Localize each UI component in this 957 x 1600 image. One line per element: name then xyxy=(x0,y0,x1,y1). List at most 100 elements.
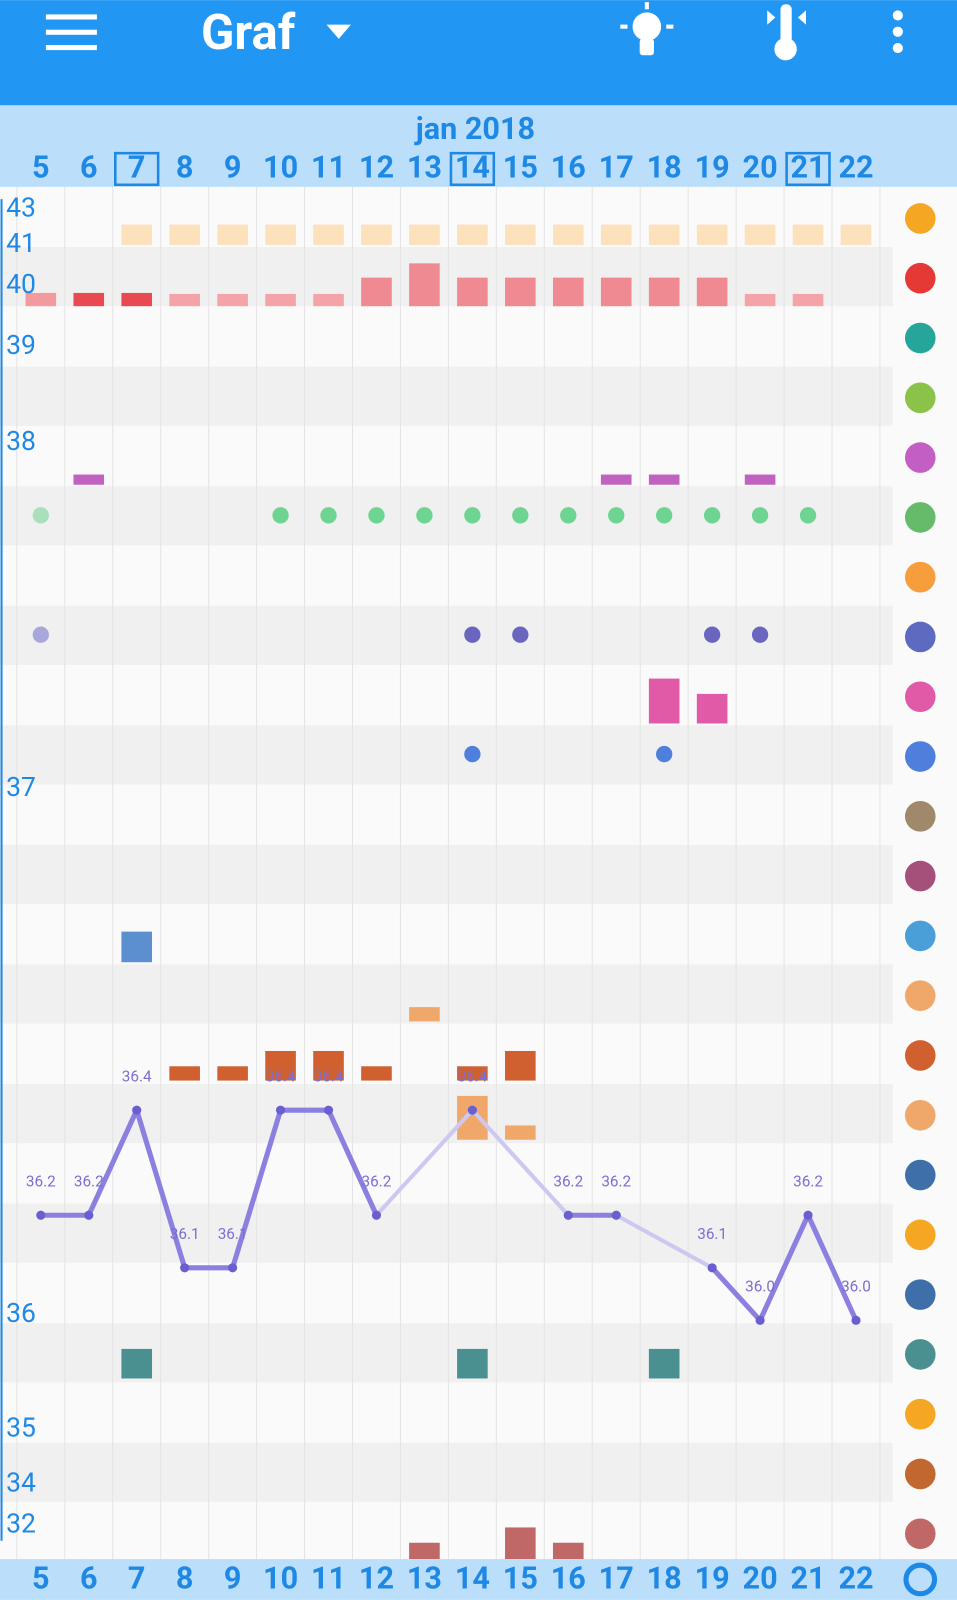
row-stripe xyxy=(0,605,893,665)
temperature-point xyxy=(132,1105,142,1115)
mood-mark xyxy=(512,626,529,643)
temperature-label: 36.2 xyxy=(26,1173,56,1191)
temperature-point xyxy=(371,1210,382,1220)
day-label-bottom: 16 xyxy=(551,1562,586,1597)
cervix-mark xyxy=(169,224,200,245)
pain-mark xyxy=(409,1007,440,1022)
spotting-mark xyxy=(696,277,728,307)
dot-mark xyxy=(416,507,433,524)
overflow-menu[interactable] xyxy=(892,10,903,54)
fluid-mark xyxy=(265,1050,296,1081)
day-label-bottom: 15 xyxy=(503,1562,538,1597)
temperature-label: 36.2 xyxy=(74,1173,104,1191)
category-icon xyxy=(904,980,936,1011)
temperature-label: 36.4 xyxy=(266,1068,296,1086)
category-icon xyxy=(904,920,936,952)
day-label-bottom: 17 xyxy=(599,1562,634,1597)
day-label: 13 xyxy=(407,151,442,186)
category-icon xyxy=(904,860,936,892)
intercourse-mark xyxy=(121,1348,153,1379)
row-stripe xyxy=(0,964,893,1024)
mood-mark xyxy=(703,626,721,643)
category-icon xyxy=(904,1518,936,1550)
test-mark xyxy=(656,745,673,763)
spotting-mark xyxy=(313,293,344,307)
day-label-bottom: 6 xyxy=(80,1562,98,1597)
cervix-mark xyxy=(361,224,392,245)
screen-title[interactable]: Graf xyxy=(201,4,296,61)
fluid-mark xyxy=(505,1050,536,1081)
dot-mark xyxy=(656,507,673,524)
temperature-label: 36.1 xyxy=(218,1225,248,1243)
temperature-point xyxy=(611,1210,621,1220)
spotting-mark xyxy=(457,277,488,307)
note-mark xyxy=(121,931,153,963)
mood-mark xyxy=(464,626,481,643)
y-axis-label: 34 xyxy=(6,1468,36,1499)
y-axis-label: 35 xyxy=(6,1412,36,1443)
y-axis-label: 32 xyxy=(6,1508,36,1539)
cervix-mark xyxy=(457,224,488,245)
love-mark xyxy=(73,474,105,485)
dot-mark xyxy=(751,507,769,524)
dot-mark xyxy=(272,507,289,524)
dot-mark xyxy=(703,507,721,524)
category-icon xyxy=(904,681,936,713)
spotting-mark xyxy=(169,293,200,307)
day-label-bottom: 22 xyxy=(838,1562,873,1597)
spotting-mark xyxy=(600,277,632,307)
y-axis-label: 39 xyxy=(6,330,36,361)
temperature-point xyxy=(180,1263,190,1273)
category-icon xyxy=(904,1099,936,1131)
bleeding-mark xyxy=(73,292,105,307)
y-axis-label: 41 xyxy=(6,228,36,259)
intercourse-mark xyxy=(648,1348,680,1379)
other-mark xyxy=(505,1527,536,1560)
temperature-line xyxy=(40,1107,859,1323)
today-box xyxy=(114,151,160,187)
category-icon xyxy=(904,1398,936,1430)
temperature-label: 36.4 xyxy=(122,1068,152,1086)
day-label: 14 xyxy=(455,151,490,186)
dot-mark xyxy=(368,507,385,524)
fluid-mark xyxy=(313,1050,344,1081)
row-stripe xyxy=(0,486,893,546)
temperature-point xyxy=(707,1263,717,1273)
other-mark xyxy=(409,1542,440,1560)
app-bar xyxy=(0,0,957,106)
category-icon xyxy=(904,801,936,832)
day-label-bottom: 14 xyxy=(455,1562,490,1597)
category-icon xyxy=(904,382,936,414)
spotting-mark xyxy=(744,293,776,307)
category-icon xyxy=(904,502,936,533)
dot-mark xyxy=(512,507,529,524)
dropdown-arrow[interactable] xyxy=(326,24,351,39)
cervix-mark xyxy=(552,224,584,245)
day-label: 19 xyxy=(695,151,730,186)
tips-button[interactable] xyxy=(620,2,674,56)
category-icon xyxy=(904,322,936,354)
thermometer-button[interactable] xyxy=(767,4,807,61)
day-label: 17 xyxy=(599,151,634,186)
fluid-mark xyxy=(457,1066,488,1081)
menu-button[interactable] xyxy=(45,14,97,51)
spotting-mark xyxy=(648,277,680,307)
dot-mark xyxy=(464,507,481,524)
temperature-point xyxy=(563,1210,573,1220)
category-icon xyxy=(904,621,936,653)
day-label-bottom: 13 xyxy=(407,1562,442,1597)
row-stripe xyxy=(0,1442,893,1502)
test-mark xyxy=(464,745,481,763)
temperature-label: 36.2 xyxy=(793,1173,823,1191)
dot-mark xyxy=(608,507,625,524)
cervix-mark xyxy=(217,224,248,245)
day-header xyxy=(0,105,957,187)
today-box xyxy=(449,151,496,187)
category-icon xyxy=(904,1040,936,1071)
refresh-icon xyxy=(903,1562,938,1597)
y-axis-label: 40 xyxy=(6,269,36,300)
bleeding-mark xyxy=(121,292,153,307)
cervix-mark xyxy=(840,224,872,245)
